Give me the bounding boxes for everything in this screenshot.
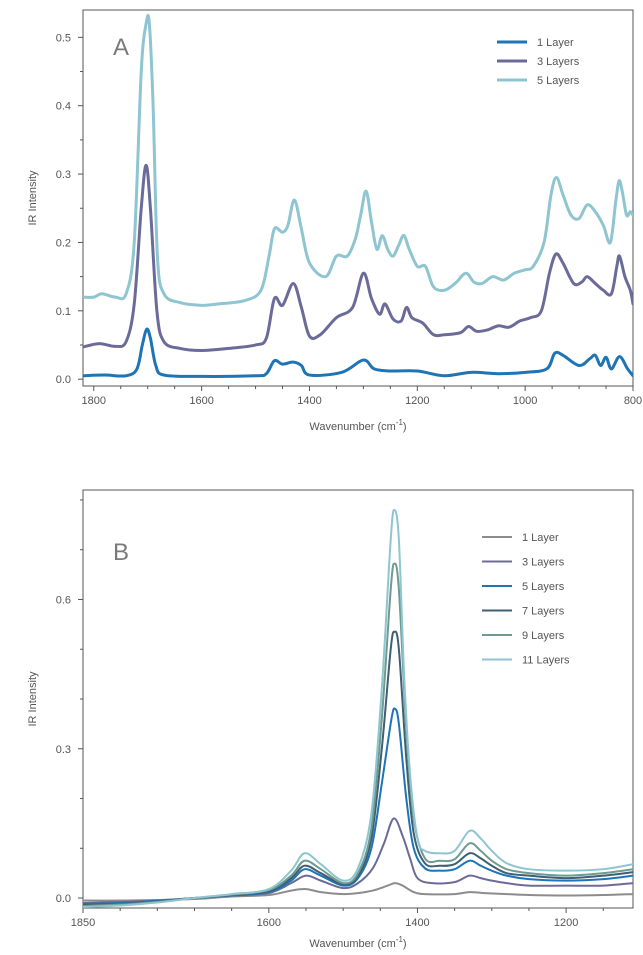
x-axis-title-sup: -1 <box>396 935 404 944</box>
x-tick-label: 1800 <box>82 395 106 407</box>
x-axis-title: Wavenumber (cm-1) <box>309 935 406 950</box>
legend-label: 1 Layer <box>522 532 559 544</box>
legend-label: 11 Layers <box>522 655 570 667</box>
x-axis-title-end: ) <box>403 421 407 433</box>
x-tick-label: 800 <box>624 395 642 407</box>
x-tick-label: 1400 <box>297 395 321 407</box>
y-tick-label: 0.0 <box>56 374 71 386</box>
plot-frame <box>82 9 634 387</box>
x-tick-label: 1600 <box>189 395 213 407</box>
x-tick-label: 1400 <box>405 917 429 929</box>
legend-label: 9 Layers <box>522 630 565 642</box>
series-line-7-layers <box>83 630 633 907</box>
series-line-3-layers <box>83 817 633 905</box>
x-tick-label: 1200 <box>405 395 429 407</box>
legend-label: 5 Layers <box>537 75 580 87</box>
series-line-1-layer <box>83 327 633 378</box>
x-axis-title-end: ) <box>403 938 407 950</box>
chart-panel-b: 1850 1600 1400 1200 0.0 0.3 0.6 1 Layer 3 Layers… <box>27 489 634 950</box>
series-line-11-layers <box>83 508 633 908</box>
panel-label: A <box>113 34 129 61</box>
y-tick-label: 0.3 <box>56 169 71 181</box>
x-tick-label: 1200 <box>554 917 578 929</box>
legend-label: 3 Layers <box>522 557 565 569</box>
y-tick-label: 0.2 <box>56 237 71 249</box>
legend: 1 Layer 3 Layers 5 Layers 7 Layers 9 Layers 1… <box>482 532 570 667</box>
legend-label: 7 Layers <box>522 606 565 618</box>
x-tick-label: 1600 <box>257 917 281 929</box>
chart-panel-a: 1800 1600 1400 1200 1000 800 0.0 0.1 0.2 0.3 0.4 0.… <box>27 9 642 433</box>
x-tick-label: 1000 <box>513 395 537 407</box>
y-tick-label: 0.1 <box>56 306 71 318</box>
x-axis-title: Wavenumber (cm-1) <box>309 418 406 433</box>
legend-label: 5 Layers <box>522 581 565 593</box>
plot-frame <box>82 489 634 909</box>
x-tick-label: 1850 <box>71 917 95 929</box>
y-tick-label: 0.6 <box>56 594 71 606</box>
legend-label: 1 Layer <box>537 37 574 49</box>
y-axis-title: IR Intensity <box>27 671 39 727</box>
x-axis-title-sup: -1 <box>396 418 404 427</box>
y-axis-title: IR Intensity <box>27 170 39 226</box>
legend-label: 3 Layers <box>537 56 580 68</box>
series-line-3-layers <box>83 163 633 352</box>
series-line-5-layers <box>83 14 633 307</box>
y-tick-label: 0.4 <box>56 101 71 113</box>
x-axis-title-main: Wavenumber (cm <box>309 421 395 433</box>
panel-label: B <box>113 539 129 566</box>
y-tick-label: 0.5 <box>56 32 71 44</box>
y-tick-label: 0.0 <box>56 893 71 905</box>
y-tick-label: 0.3 <box>56 744 71 756</box>
legend: 1 Layer 3 Layers 5 Layers <box>497 37 580 87</box>
x-axis-title-main: Wavenumber (cm <box>309 938 395 950</box>
